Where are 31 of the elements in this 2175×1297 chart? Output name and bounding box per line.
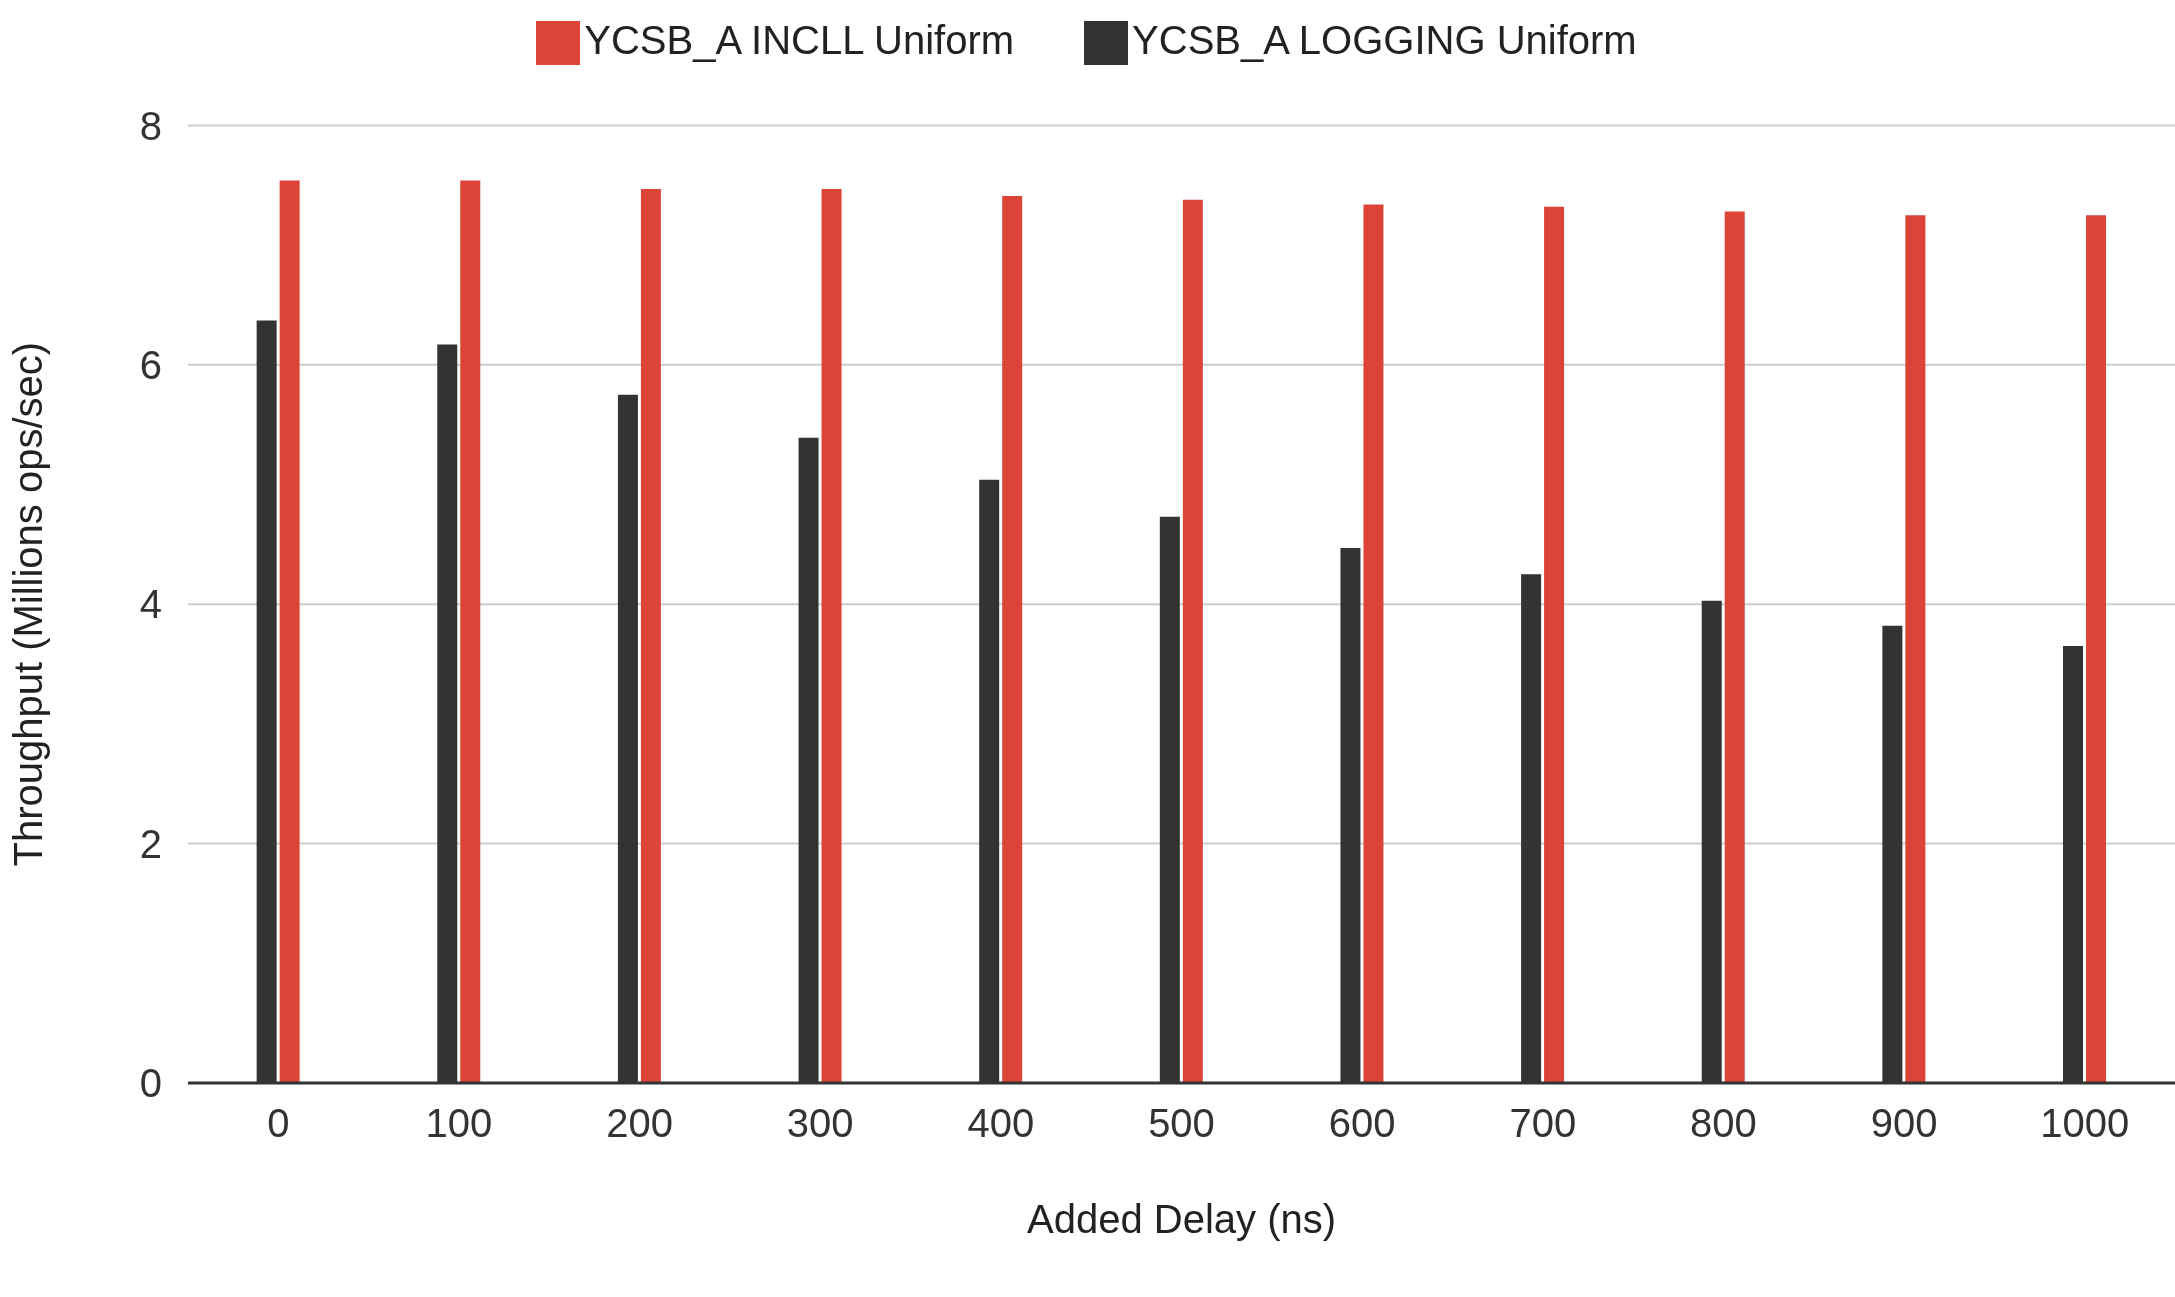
- y-tick-label: 6: [139, 343, 162, 388]
- x-tick-label: 500: [1148, 1101, 1215, 1146]
- bar: [2086, 215, 2107, 1083]
- x-tick-label: 200: [606, 1101, 673, 1146]
- bar: [640, 188, 661, 1083]
- bar: [460, 180, 481, 1083]
- x-tick-label: 0: [267, 1101, 290, 1146]
- x-tick-label: 100: [425, 1101, 493, 1146]
- bar: [1724, 211, 1745, 1083]
- x-tick-label: 400: [967, 1101, 1035, 1146]
- bar: [279, 180, 300, 1083]
- x-tick-label: 600: [1328, 1101, 1396, 1146]
- y-axis-title: Throughput (Millions ops/sec): [6, 341, 51, 867]
- y-tick-label: 2: [139, 821, 162, 866]
- bar: [1363, 204, 1384, 1083]
- bar: [1002, 196, 1023, 1083]
- bar: [1544, 206, 1565, 1083]
- y-tick-label: 8: [139, 103, 162, 148]
- x-tick-label: 700: [1509, 1101, 1577, 1146]
- x-axis-title: Added Delay (ns): [1026, 1197, 1337, 1241]
- y-tick-label: 4: [139, 582, 162, 627]
- x-tick-label: 900: [1870, 1101, 1938, 1146]
- x-tick-label: 1000: [2040, 1101, 2130, 1146]
- bar: [1182, 199, 1203, 1083]
- bar: [821, 188, 842, 1083]
- y-tick-label: 0: [139, 1061, 162, 1106]
- x-tick-label: 800: [1690, 1101, 1757, 1146]
- x-tick-label: 300: [786, 1101, 854, 1146]
- legend-label: YCSB_A INCLL Uniform: [584, 18, 1015, 62]
- legend-label: YCSB_A LOGGING Uniform: [1132, 18, 1637, 62]
- bar: [1905, 215, 1926, 1083]
